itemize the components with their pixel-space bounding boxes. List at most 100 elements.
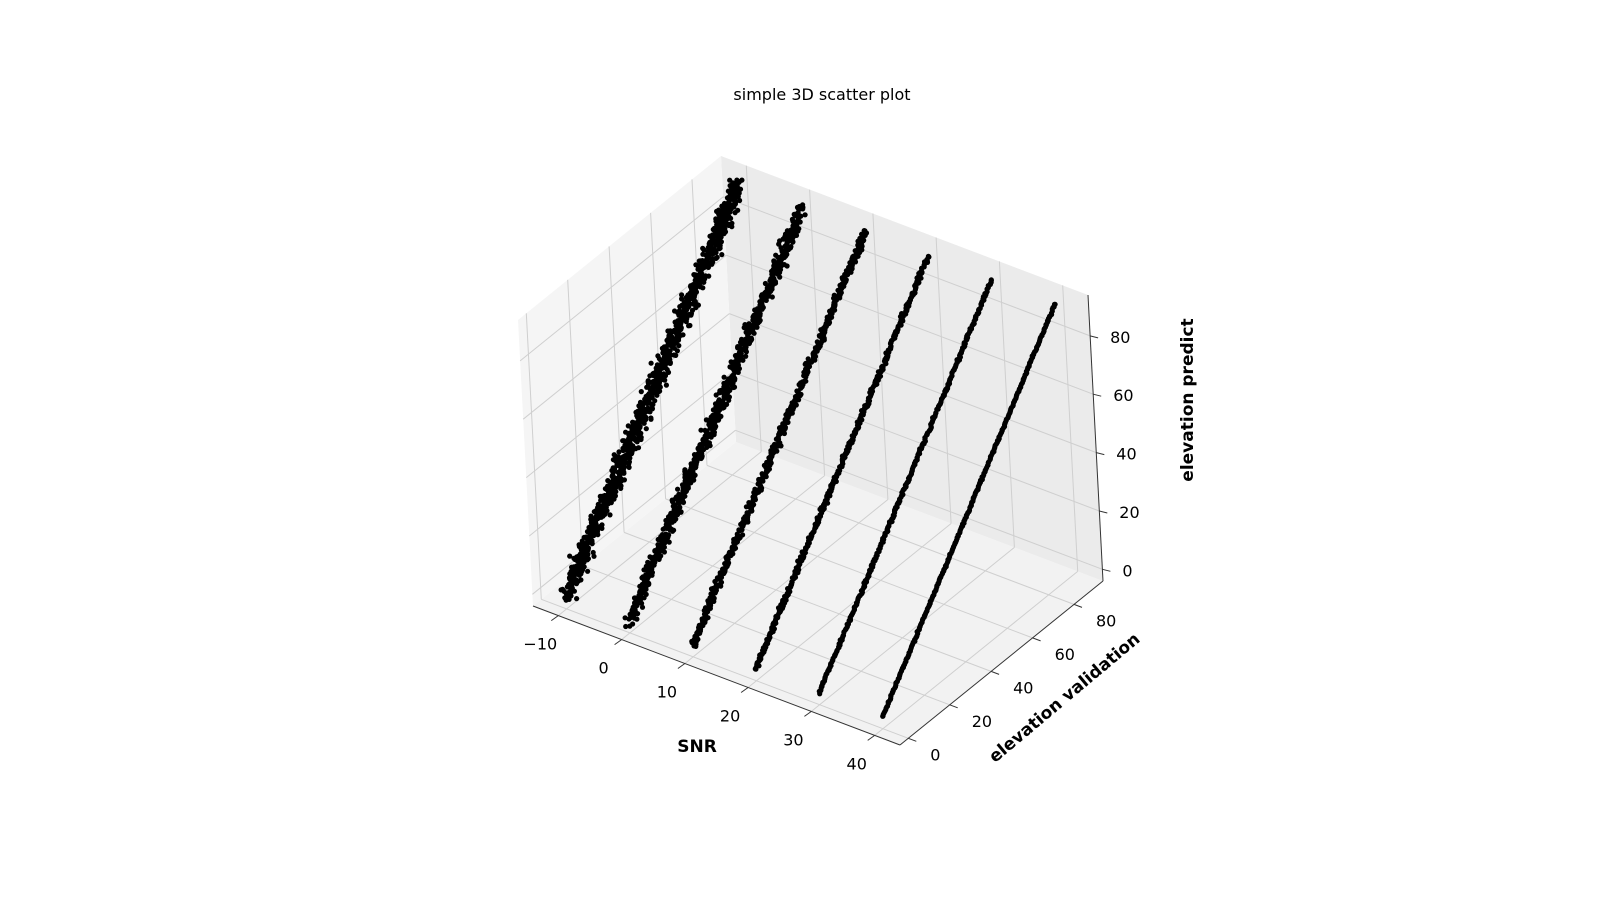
x-tick-mark xyxy=(804,710,812,717)
z-tick-label: 40 xyxy=(1116,445,1136,464)
data-point xyxy=(709,241,715,247)
data-point xyxy=(621,454,627,460)
data-point xyxy=(794,220,800,226)
data-point xyxy=(661,344,667,350)
grid-line-y xyxy=(623,531,992,672)
z-tick-label: 0 xyxy=(1122,561,1132,580)
x-tick-label: −10 xyxy=(523,635,557,654)
data-point xyxy=(817,340,823,346)
grid-line-x xyxy=(874,571,1079,736)
grid-line-y xyxy=(706,464,1075,605)
data-point xyxy=(684,314,690,320)
data-point xyxy=(716,235,722,241)
grid-line-x xyxy=(557,451,762,616)
data-point xyxy=(727,183,733,189)
x-tick-label: 40 xyxy=(847,754,867,773)
data-point xyxy=(575,578,582,584)
data-point xyxy=(656,356,663,362)
data-point xyxy=(724,401,730,407)
data-point xyxy=(710,412,716,418)
data-point xyxy=(700,245,706,251)
x-tick-label: 30 xyxy=(783,730,803,749)
z-tick-mark xyxy=(1096,452,1105,456)
data-point xyxy=(746,321,752,327)
data-point xyxy=(643,426,649,432)
data-point xyxy=(647,409,653,415)
grid-line-x xyxy=(872,213,889,500)
data-point xyxy=(643,584,649,590)
data-point xyxy=(579,568,585,574)
data-point xyxy=(716,413,722,419)
data-point xyxy=(777,431,783,437)
data-point xyxy=(677,304,683,310)
data-point xyxy=(612,493,619,499)
data-point xyxy=(757,311,763,317)
data-point xyxy=(730,372,737,378)
data-point xyxy=(637,423,643,429)
data-point xyxy=(665,532,672,538)
data-point xyxy=(713,255,719,261)
data-point xyxy=(627,437,633,443)
data-point xyxy=(599,508,606,514)
grid-line-x xyxy=(621,475,825,640)
data-point xyxy=(569,564,575,570)
x-tick-mark xyxy=(740,687,749,693)
data-points xyxy=(558,177,1058,719)
data-point xyxy=(840,276,846,282)
data-point xyxy=(988,277,994,283)
grid-line-z xyxy=(729,313,1097,454)
data-point xyxy=(861,228,867,234)
data-point xyxy=(726,204,732,210)
data-point xyxy=(730,380,736,386)
data-point xyxy=(743,353,749,359)
grid-line-x xyxy=(935,237,952,524)
data-point xyxy=(648,360,654,366)
data-point xyxy=(679,296,685,302)
data-point xyxy=(591,532,597,539)
data-point xyxy=(567,553,573,559)
data-point xyxy=(758,483,764,489)
y-tick-label: 80 xyxy=(1096,611,1116,630)
data-point xyxy=(665,369,672,375)
data-point xyxy=(589,516,595,523)
grid-line-y xyxy=(665,498,1033,639)
data-point xyxy=(635,431,641,437)
y-tick-mark xyxy=(1073,603,1083,608)
data-point xyxy=(679,309,685,315)
data-point xyxy=(630,443,636,449)
data-point xyxy=(592,529,598,535)
data-point xyxy=(736,355,742,362)
data-point xyxy=(735,344,741,350)
data-point xyxy=(925,253,932,259)
data-point xyxy=(663,382,670,388)
data-point xyxy=(667,328,673,334)
data-point xyxy=(675,337,682,343)
data-point xyxy=(631,428,637,434)
data-point xyxy=(641,420,647,426)
x-tick-label: 0 xyxy=(599,659,609,678)
y-tick-label: 20 xyxy=(972,712,992,731)
data-point xyxy=(618,476,624,482)
data-point xyxy=(627,623,633,629)
data-point xyxy=(727,376,734,382)
data-point xyxy=(719,230,726,236)
data-point xyxy=(590,549,596,556)
data-point xyxy=(717,388,723,394)
data-point xyxy=(623,623,629,630)
data-point xyxy=(692,283,698,289)
data-point xyxy=(634,616,640,622)
chart-title: simple 3D scatter plot xyxy=(733,85,910,104)
data-point xyxy=(577,551,584,557)
data-point xyxy=(732,201,739,207)
data-point xyxy=(729,220,735,226)
y-tick-mark xyxy=(949,704,958,709)
data-point xyxy=(639,415,645,421)
data-point xyxy=(583,544,589,550)
data-point xyxy=(568,590,574,597)
data-point xyxy=(631,420,637,426)
data-point xyxy=(724,195,731,201)
data-point xyxy=(604,486,610,493)
data-point xyxy=(607,494,613,500)
data-point xyxy=(671,338,677,344)
data-point xyxy=(746,328,752,335)
